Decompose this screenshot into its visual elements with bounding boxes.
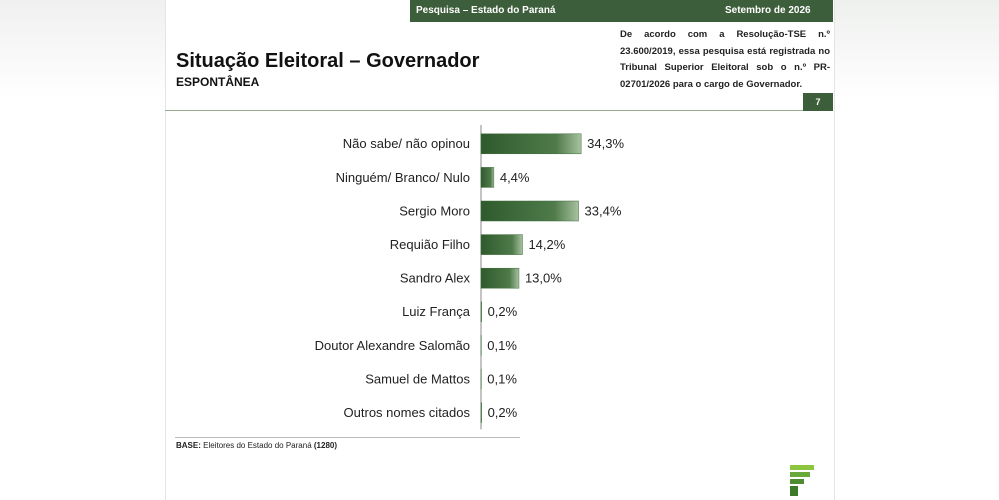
value-label: 0,2% [488,405,518,420]
value-label: 0,1% [487,371,517,386]
header-survey: Pesquisa – Estado do Paraná [416,5,556,16]
base-text: Eleitores do Estado do Paraná [203,441,312,450]
base-count: (1280) [313,441,337,450]
category-label: Doutor Alexandre Salomão [315,338,470,353]
bar [480,301,482,323]
divider [165,110,833,111]
bar [480,200,579,222]
category-label: Sergio Moro [399,203,470,218]
page-number: 7 [803,93,833,111]
value-label: 34,3% [587,136,624,151]
category-label: Não sabe/ não opinou [343,136,470,151]
category-label: Sandro Alex [400,271,471,286]
base-label: BASE: [176,441,201,450]
value-label: 0,1% [487,338,517,353]
note: De acordo com a Resolução-TSE n.º 23.600… [620,29,830,90]
category-label: Requião Filho [390,237,470,252]
value-label: 0,2% [488,304,518,319]
bar [480,234,523,255]
category-label: Luiz França [402,304,471,319]
bar [480,133,582,155]
value-label: 4,4% [500,170,530,185]
chart-title: Situação Eleitoral – Governador [176,50,480,72]
value-label: 14,2% [528,237,565,252]
backdrop-left [0,0,165,500]
category-label: Samuel de Mattos [365,371,470,386]
bar [480,167,495,188]
category-label: Ninguém/ Branco/ Nulo [336,170,470,185]
base-note: BASE: Eleitores do Estado do Paraná (128… [176,441,337,450]
header-date: Setembro de 2026 [725,5,811,16]
backdrop-right [834,0,999,500]
base-divider [175,437,520,438]
value-label: 33,4% [585,203,622,218]
logo [790,465,814,496]
chart-subtitle: ESPONTÂNEA [176,75,260,89]
header-bar [410,0,833,22]
value-label: 13,0% [525,271,562,286]
bar [480,267,520,289]
bar [480,402,482,423]
category-label: Outros nomes citados [344,405,471,420]
